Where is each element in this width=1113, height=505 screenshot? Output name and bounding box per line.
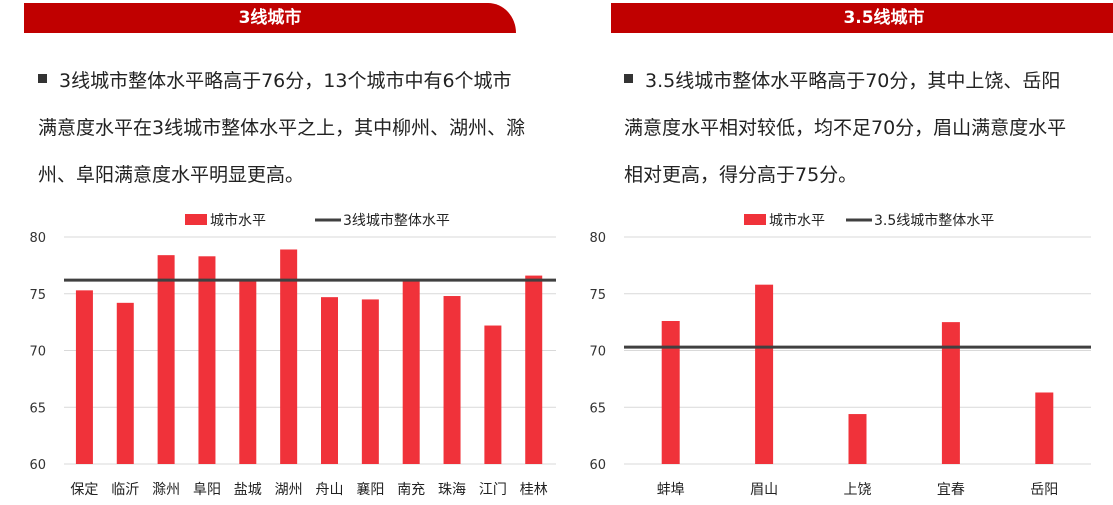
- description-text: 3线城市整体水平略高于76分，13个城市中有6个城市满意度水平在3线城市整体水平…: [38, 70, 526, 186]
- bar: [321, 297, 338, 464]
- y-tick-label: 70: [589, 345, 606, 360]
- bar-chart-tier3: 6065707580保定临沂滁州阜阳盐城湖州舟山襄阳南充珠海江门桂林柳州城市水平…: [29, 212, 556, 498]
- bar: [75, 290, 93, 464]
- bar: [198, 256, 216, 464]
- x-tick-label: 临沂: [111, 482, 139, 498]
- bar: [157, 255, 175, 464]
- bar: [239, 280, 257, 464]
- bar: [755, 284, 774, 464]
- x-tick-label: 宜春: [937, 482, 965, 498]
- x-tick-label: 桂林: [520, 482, 548, 498]
- bar: [848, 414, 867, 464]
- legend: 城市水平 3线城市整体水平: [185, 212, 450, 229]
- y-tick-label: 80: [589, 231, 606, 246]
- bar: [443, 296, 461, 464]
- x-tick-label: 南充: [397, 482, 425, 498]
- panel-tier35: 3.5线城市 3.5线城市整体水平略高于70分，其中上饶、岳阳满意度水平相对较低…: [556, 0, 1113, 505]
- x-tick-label: 湖州: [275, 482, 303, 498]
- legend-line-label: 3.5线城市整体水平: [874, 212, 994, 229]
- y-tick-label: 80: [29, 231, 46, 246]
- legend: 城市水平 3.5线城市整体水平: [744, 212, 994, 229]
- bar: [116, 302, 134, 464]
- plot-area: 6065707580保定临沂滁州阜阳盐城湖州舟山襄阳南充珠海江门桂林柳州: [29, 231, 556, 498]
- y-tick-label: 65: [589, 401, 606, 416]
- x-tick-label: 珠海: [438, 482, 466, 498]
- x-tick-label: 盐城: [234, 482, 262, 498]
- panel-title: 3.5线城市: [611, 3, 1113, 33]
- bar-chart-tier35: 60 65 70 75 80 蚌埠 眉山 上饶 宜春 岳阳 城市水平 3.5线城市整体水平: [589, 212, 1091, 498]
- y-tick-label: 70: [29, 345, 46, 360]
- y-tick-label: 60: [589, 458, 606, 473]
- legend-line-label: 3线城市整体水平: [343, 212, 450, 229]
- bullet-icon: [38, 74, 47, 83]
- x-tick-label: 滁州: [152, 482, 180, 498]
- y-tick-label: 75: [29, 288, 46, 303]
- bar: [661, 320, 680, 464]
- legend-bar-swatch: [744, 214, 766, 225]
- description-text: 3.5线城市整体水平略高于70分，其中上饶、岳阳满意度水平相对较低，均不足70分…: [624, 70, 1067, 186]
- x-tick-label: 岳阳: [1030, 482, 1058, 498]
- panel-description: 3线城市整体水平略高于76分，13个城市中有6个城市满意度水平在3线城市整体水平…: [38, 58, 528, 199]
- legend-bar-label: 城市水平: [769, 212, 825, 229]
- panel-description: 3.5线城市整体水平略高于70分，其中上饶、岳阳满意度水平相对较低，均不足70分…: [624, 58, 1074, 199]
- x-tick-label: 襄阳: [356, 482, 384, 498]
- x-tick-label: 阜阳: [193, 481, 221, 498]
- legend-bar-swatch: [185, 214, 207, 225]
- panel-title: 3线城市: [24, 3, 516, 33]
- x-tick-label: 蚌埠: [657, 481, 685, 498]
- bar: [941, 322, 960, 464]
- x-tick-label: 保定: [70, 482, 98, 498]
- x-tick-label: 舟山: [316, 482, 344, 498]
- bar: [525, 275, 543, 464]
- legend-bar-label: 城市水平: [210, 212, 266, 229]
- bar: [1035, 392, 1054, 464]
- bar: [402, 280, 420, 464]
- y-tick-label: 60: [29, 458, 46, 473]
- y-tick-label: 65: [29, 401, 46, 416]
- panel-tier3: 3线城市 3线城市整体水平略高于76分，13个城市中有6个城市满意度水平在3线城…: [0, 0, 556, 505]
- bar: [484, 325, 502, 464]
- y-tick-label: 75: [589, 288, 606, 303]
- x-tick-label: 江门: [479, 482, 507, 498]
- bar: [280, 249, 298, 464]
- plot-area: 60 65 70 75 80 蚌埠 眉山 上饶 宜春 岳阳: [589, 231, 1091, 498]
- bullet-icon: [624, 74, 633, 83]
- x-tick-label: 上饶: [844, 482, 872, 498]
- x-tick-label: 眉山: [750, 482, 778, 498]
- bar: [361, 299, 379, 464]
